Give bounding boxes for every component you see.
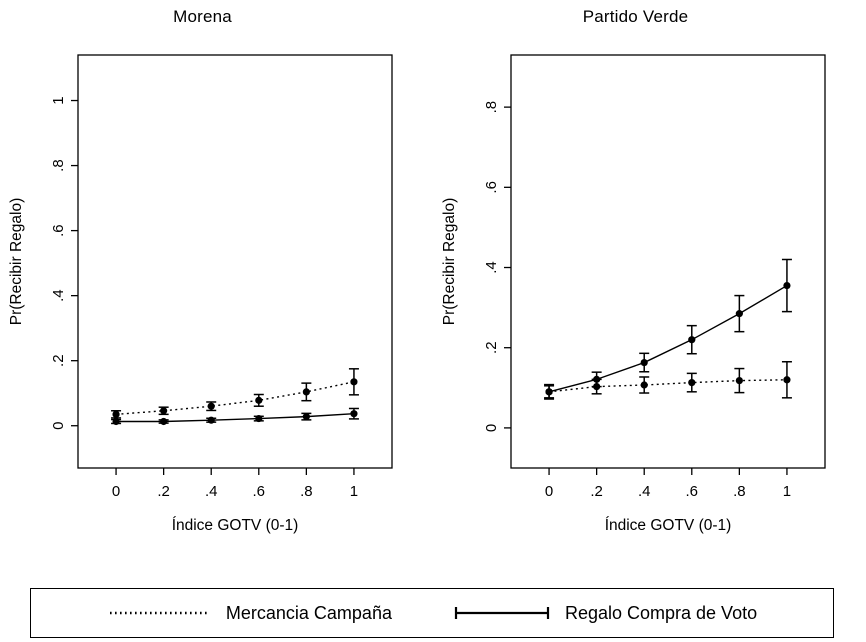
data-point [207,402,215,410]
plot-partido-verde: 0 .2 .4 .6 .8 0 .2 .4 .6 .8 1 Pr(Recibir Regalo) Índ… [441,54,826,534]
data-point [302,413,310,421]
data-point [640,381,648,389]
data-point [688,378,696,387]
y-tick-label: .6 [50,224,67,237]
x-tick-label: 1 [783,483,791,500]
y-tick-label: .2 [483,341,500,354]
plot-frame [77,54,393,469]
y-tick-label: 1 [50,96,67,104]
data-point [640,358,648,367]
data-point [112,410,120,418]
panel-title: Partido Verde [582,7,689,26]
series-line-dotted [116,381,355,416]
series-line-dotted [548,379,787,393]
data-point [160,407,168,415]
y-tick-label: .4 [50,289,67,302]
data-point [735,376,743,385]
y-tick-label: 0 [483,424,500,432]
legend-item-regalo: Regalo Compra de Voto [452,603,757,624]
y-tick-label: .2 [50,354,67,367]
legend-label: Regalo Compra de Voto [564,602,758,623]
data-point [783,376,791,384]
y-axis-title: Pr(Recibir Regalo) [8,198,25,325]
data-point [255,396,263,404]
plot-morena: 0 .2 .4 .6 .8 1 0 .2 .4 .6 .8 1 Pr(Recibir Regalo) Ín… [8,54,393,534]
x-tick-label: 0 [112,483,120,500]
x-tick-label: .4 [205,483,218,500]
data-point [545,388,553,396]
data-point [255,414,263,423]
x-tick-label: .6 [253,483,266,500]
solid-line-capped-sample-icon [454,607,550,619]
x-tick-label: .8 [300,483,313,500]
x-tick-label: .4 [638,483,651,500]
x-tick-label: .8 [733,483,746,500]
x-axis-title: Índice GOTV (0-1) [172,517,299,534]
data-point [207,416,215,424]
x-tick-label: 1 [350,483,358,500]
legend-label: Mercancia Campaña [225,602,392,623]
x-tick-label: .6 [686,483,699,500]
y-tick-label: .4 [483,261,500,274]
panel-morena: Morena 0 .2 .4 .6 .8 1 0 .2 .4 .6 .8 1 Pr(Recibir Re… [0,0,433,560]
data-point [302,388,310,396]
legend: Mercancia Campaña Regalo Compra de Voto [30,588,834,638]
series-line-solid [548,284,788,393]
data-point [593,375,601,383]
data-point [350,410,358,418]
x-tick-label: 0 [545,483,553,500]
data-point [688,336,696,344]
series-line-solid [116,412,354,423]
legend-item-mercancia: Mercancia Campaña [107,603,392,624]
plot-frame [510,54,826,469]
y-tick-label: .8 [483,101,500,114]
data-point [160,417,168,426]
dotted-line-sample-icon [109,611,210,615]
data-point [783,281,791,290]
data-point [735,310,743,318]
panel-partido-verde: Partido Verde 0 .2 .4 .6 .8 0 .2 .4 .6 .8 1 Pr(Reci… [433,0,866,560]
panel-title: Morena [173,7,232,26]
y-tick-label: .6 [483,181,500,194]
data-point [112,417,120,426]
y-tick-label: .8 [50,159,67,172]
x-tick-label: .2 [157,483,170,500]
x-axis-title: Índice GOTV (0-1) [605,517,732,534]
x-tick-label: .2 [590,483,603,500]
y-axis-title: Pr(Recibir Regalo) [441,198,458,325]
data-point [350,378,358,386]
panels-row: Morena 0 .2 .4 .6 .8 1 0 .2 .4 .6 .8 1 Pr(Recibir Re… [0,0,866,560]
y-tick-label: 0 [50,422,67,430]
